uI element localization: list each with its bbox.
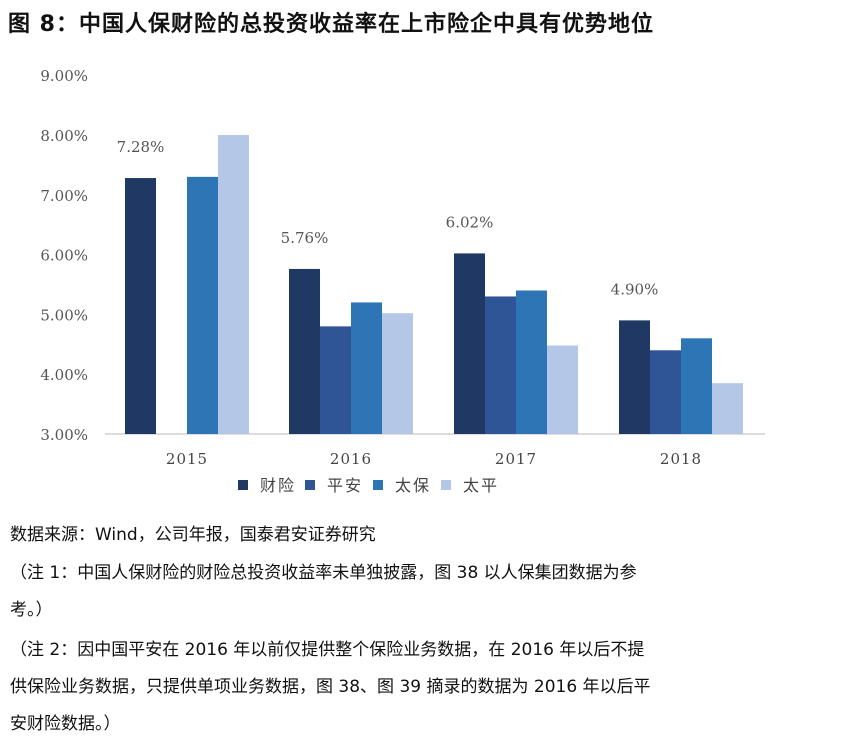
bar-2017-平安 [485, 296, 516, 434]
bar-2018-平安 [650, 350, 681, 434]
note-2-line: 安财险数据。） [10, 714, 121, 734]
data-source: 数据来源：Wind，公司年报，国泰君安证券研究 [10, 525, 376, 545]
y-tick-label: 8.00% [40, 127, 88, 145]
data-label: 7.28% [117, 138, 165, 156]
bar-2015-太平 [218, 135, 249, 434]
y-tick-label: 3.00% [40, 426, 88, 444]
bar-2015-财险 [125, 178, 156, 434]
bar-2017-太平 [547, 345, 578, 434]
legend-swatch-平安 [305, 480, 315, 490]
y-tick-label: 7.00% [40, 187, 88, 205]
legend-swatch-财险 [238, 480, 248, 490]
figure-title: 图 8：中国人保财险的总投资收益率在上市险企中具有优势地位 [8, 12, 654, 37]
note-2: （注 2：因中国平安在 2016 年以前仅提供整个保险业务数据，在 2016 年… [10, 632, 838, 743]
note-2-line: 供保险业务数据，只提供单项业务数据，图 38、图 39 摘录的数据为 2016 … [10, 677, 651, 697]
bar-2015-太保 [187, 176, 218, 435]
note-1-line: 考。） [10, 600, 53, 620]
data-label: 6.02% [446, 213, 494, 231]
bar-chart: 3.00% 4.00% 5.00% 6.00% 7.00% 8.00% 9.00% 2015 2… [0, 50, 842, 510]
x-tick-label: 2018 [660, 450, 702, 468]
y-tick-label: 6.00% [40, 247, 88, 265]
bar-2016-财险 [289, 268, 320, 434]
note-1: （注 1：中国人保财险的财险总投资收益率未单独披露，图 38 以人保集团数据为参… [10, 555, 838, 629]
x-tick-label: 2016 [330, 450, 372, 468]
bar-2018-财险 [619, 320, 650, 434]
y-tick-label: 9.00% [40, 67, 88, 85]
bar-2016-平安 [320, 326, 351, 434]
legend-swatch-太保 [373, 480, 383, 490]
bar-2018-太平 [712, 383, 743, 434]
x-tick-label: 2017 [495, 450, 537, 468]
legend-label: 太保 [395, 476, 431, 495]
legend-label: 平安 [327, 476, 363, 495]
y-tick-label: 4.00% [40, 366, 88, 384]
legend-label: 太平 [463, 476, 499, 495]
chart-canvas: 3.00% 4.00% 5.00% 6.00% 7.00% 8.00% 9.00% 2015 2… [40, 67, 765, 495]
bar-2016-太平 [382, 313, 413, 434]
bar-2016-太保 [351, 302, 382, 434]
note-2-line: （注 2：因中国平安在 2016 年以前仅提供整个保险业务数据，在 2016 年… [10, 640, 645, 660]
note-1-line: （注 1：中国人保财险的财险总投资收益率未单独披露，图 38 以人保集团数据为参 [10, 563, 637, 583]
bar-2018-太保 [681, 338, 712, 434]
data-label: 4.90% [611, 280, 659, 298]
bar-2017-财险 [454, 253, 485, 434]
legend-swatch-太平 [441, 480, 451, 490]
y-tick-label: 5.00% [40, 306, 88, 324]
data-label: 5.76% [281, 229, 329, 247]
bar-2017-太保 [516, 290, 547, 434]
x-tick-label: 2015 [166, 450, 208, 468]
legend-label: 财险 [260, 476, 296, 495]
